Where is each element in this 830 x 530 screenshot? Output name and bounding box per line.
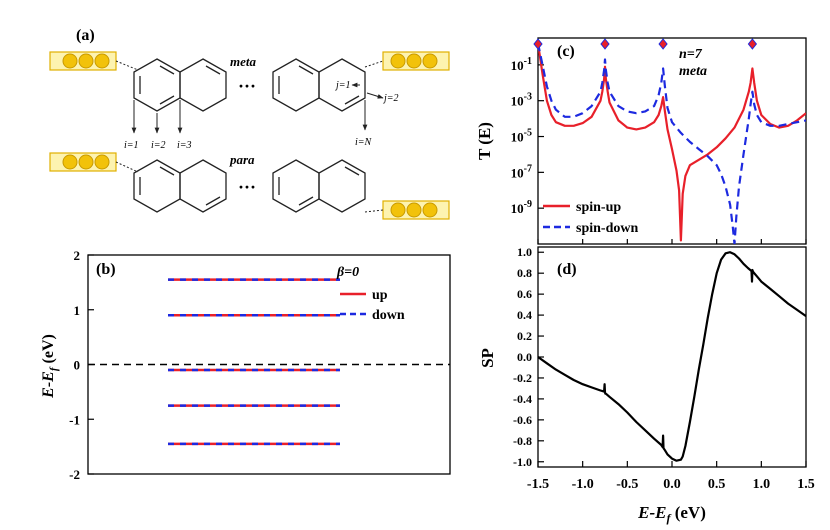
panel-d-spin-polarization: 1.0 0.8 0.6 0.4 0.2 0.0 -0.2 -0.4 -0.6 -0.8 -1.0 -1… [478, 245, 815, 525]
panel-d-ytick-label: -0.6 [513, 413, 532, 427]
panel-d-ytick-label: 1.0 [517, 245, 532, 259]
beta-annotation: β=0 [336, 265, 359, 280]
panel-c-label: (c) [557, 43, 575, 60]
panel-b-ytick-label: 1 [74, 303, 81, 318]
panel-d-ylabel: SP [478, 348, 497, 368]
series-SP [537, 251, 807, 462]
ellipsis-top: ··· [238, 76, 256, 96]
series-spin-down [538, 43, 806, 244]
panel-d-frame [537, 246, 807, 468]
para-label: para [229, 152, 255, 167]
panel-d-xtick-label: 0.5 [708, 477, 726, 492]
panel-c-ytick-label: 10-7 [511, 163, 532, 180]
panel-c-transmission: 10-1 10-3 10-5 10-7 10-9 (c) n=7 meta spin-u… [475, 37, 807, 245]
ellipsis-bottom: ··· [238, 177, 256, 197]
panel-d-ytick-label: -0.4 [513, 392, 532, 406]
panel-d-xtick-label: -0.5 [616, 477, 638, 492]
annotation-meta: meta [679, 64, 707, 79]
site-label-iN: i=N [355, 137, 373, 148]
panel-d-xtick-label: 0.0 [663, 477, 681, 492]
panel-d-xtick-label: -1.0 [572, 477, 594, 492]
panel-d-xlabel: E-Ef (eV) [637, 503, 706, 525]
panel-a-schematic: (a) [49, 27, 450, 220]
resonance-marker [747, 38, 758, 50]
electrode-right-bottom [382, 200, 450, 220]
panel-d-label: (d) [557, 261, 577, 278]
panel-d-xtick-label: 1.5 [797, 477, 815, 492]
panel-b-ylabel: E-Ef (eV) [40, 334, 60, 399]
resonance-marker [658, 38, 668, 50]
electrode-bonds [115, 60, 384, 213]
panel-b-ytick-label: 2 [74, 248, 81, 263]
site-label-i1: i=1 [124, 140, 139, 151]
panel-c-ytick-label: 10-3 [511, 92, 532, 109]
legend-down-label: down [372, 308, 405, 323]
site-arrows [131, 82, 384, 134]
series-spin-up [538, 43, 806, 242]
panel-c-ylabel: T (E) [475, 122, 494, 160]
legend-spin-down-label: spin-down [576, 221, 638, 236]
panel-d-ytick-label: 0.0 [517, 350, 532, 364]
panel-b-energy-levels: (b) -2 -1 0 1 2 β=0 up down E-Ef (eV) [40, 248, 451, 482]
panel-d-ytick-label: 0.4 [517, 308, 532, 322]
panel-c-ytick-label: 10-5 [511, 128, 532, 145]
panel-b-ytick-label: 0 [74, 358, 81, 373]
panel-c-legend: spin-up spin-down [543, 200, 638, 236]
resonance-marker [533, 38, 543, 50]
electrode-left-bottom [49, 152, 117, 172]
site-label-j1: j=1 [334, 80, 351, 91]
meta-label: meta [230, 54, 256, 69]
molecule-rings [133, 58, 366, 213]
panel-d-ytick-label: -1.0 [513, 455, 532, 469]
site-label-j2: j=2 [382, 93, 399, 104]
site-label-i3: i=3 [177, 140, 192, 151]
panel-c-ytick-label: 10-9 [511, 199, 532, 216]
panel-d-ytick-label: 0.8 [517, 266, 532, 280]
electrode-left-top [49, 51, 117, 71]
panel-b-ytick-label: -2 [69, 467, 80, 482]
site-label-i2: i=2 [151, 140, 166, 151]
panel-b-label: (b) [96, 261, 116, 278]
panel-b-legend: up down [340, 288, 405, 323]
legend-spin-up-label: spin-up [576, 200, 621, 215]
electrode-right-top [382, 51, 450, 71]
legend-up-label: up [372, 288, 388, 303]
resonance-marker [600, 38, 610, 50]
panel-c-ytick-label: 10-1 [511, 56, 532, 73]
panel-a-label: (a) [76, 27, 95, 44]
annotation-n: n=7 [679, 47, 703, 62]
panel-d-xtick-label: -1.5 [527, 477, 549, 492]
panel-d-ytick-label: -0.2 [513, 371, 532, 385]
panel-d-ytick-label: 0.6 [517, 287, 532, 301]
panel-d-ytick-label: 0.2 [517, 329, 532, 343]
panel-d-ytick-label: -0.8 [513, 434, 532, 448]
panel-d-xtick-label: 1.0 [753, 477, 771, 492]
panel-b-ytick-label: -1 [69, 412, 80, 427]
